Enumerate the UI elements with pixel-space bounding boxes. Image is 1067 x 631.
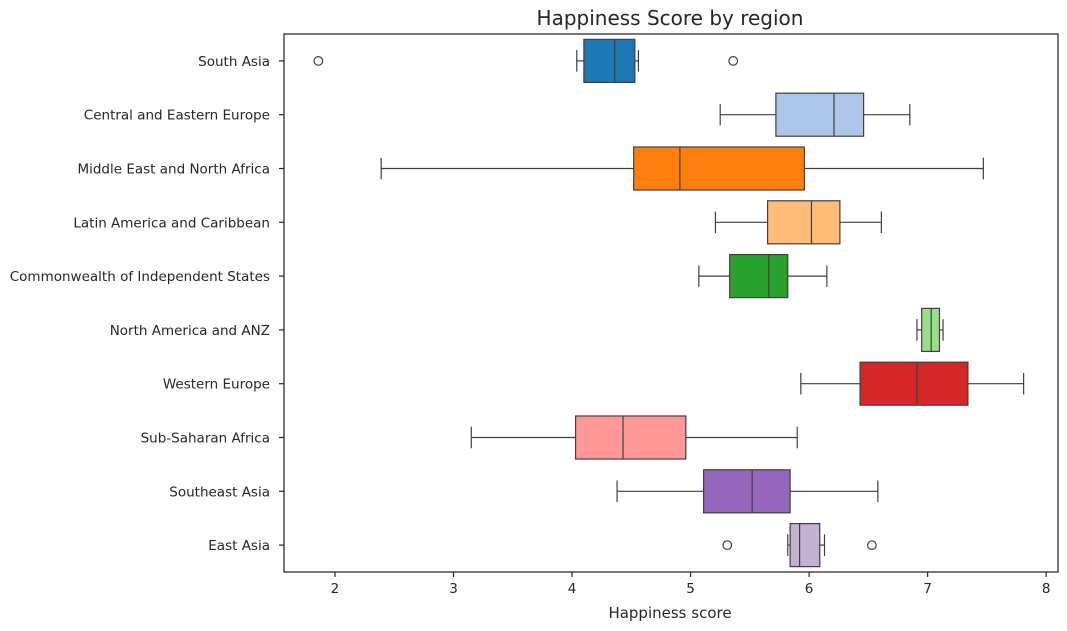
box bbox=[859, 361, 969, 406]
y-tick-label: Western Europe bbox=[163, 377, 270, 393]
box-group bbox=[722, 522, 877, 568]
box-group bbox=[470, 415, 798, 460]
box-group bbox=[714, 200, 882, 245]
box-group bbox=[380, 146, 984, 191]
y-tick-label: Southeast Asia bbox=[169, 484, 270, 500]
box bbox=[633, 146, 805, 191]
x-tick-label: 2 bbox=[331, 581, 340, 597]
outlier-point bbox=[867, 540, 877, 550]
box-group bbox=[698, 253, 828, 299]
outlier-point bbox=[313, 56, 324, 66]
box bbox=[789, 522, 821, 568]
outlier-point bbox=[728, 56, 739, 66]
x-tick-label: 4 bbox=[568, 581, 577, 597]
y-tick-label: South Asia bbox=[198, 54, 270, 70]
y-tick-label: Central and Eastern Europe bbox=[84, 108, 270, 124]
x-tick-label: 6 bbox=[805, 581, 814, 597]
box-group bbox=[916, 307, 944, 353]
chart-title: Happiness Score by region bbox=[537, 6, 804, 30]
x-tick-label: 7 bbox=[923, 581, 932, 597]
plot-area bbox=[313, 38, 1025, 568]
x-axis: 2 3 4 5 6 7 8 bbox=[331, 572, 1051, 597]
y-tick-label: Latin America and Caribbean bbox=[73, 215, 270, 231]
box-group bbox=[616, 469, 879, 514]
y-tick-label: East Asia bbox=[208, 538, 270, 554]
box bbox=[702, 469, 791, 514]
box-group bbox=[719, 92, 911, 137]
y-tick-label: Sub-Saharan Africa bbox=[141, 431, 270, 447]
plot-frame bbox=[283, 33, 1059, 573]
x-tick-label: 5 bbox=[686, 581, 695, 597]
x-axis-label: Happiness score bbox=[608, 604, 731, 622]
box bbox=[729, 253, 789, 299]
box-group bbox=[800, 361, 1025, 406]
box bbox=[775, 92, 865, 137]
box bbox=[767, 200, 841, 245]
y-tick-label: North America and ANZ bbox=[110, 323, 270, 339]
x-tick-label: 8 bbox=[1042, 581, 1051, 597]
outlier-point bbox=[722, 540, 733, 550]
box-group bbox=[313, 38, 739, 84]
y-tick-label: Middle East and North Africa bbox=[77, 162, 270, 178]
box bbox=[583, 38, 636, 84]
x-tick-label: 3 bbox=[449, 581, 458, 597]
y-tick-label: Commonwealth of Independent States bbox=[10, 269, 270, 285]
box bbox=[574, 415, 687, 460]
y-axis: South Asia Central and Eastern Europe Midd… bbox=[10, 54, 284, 554]
